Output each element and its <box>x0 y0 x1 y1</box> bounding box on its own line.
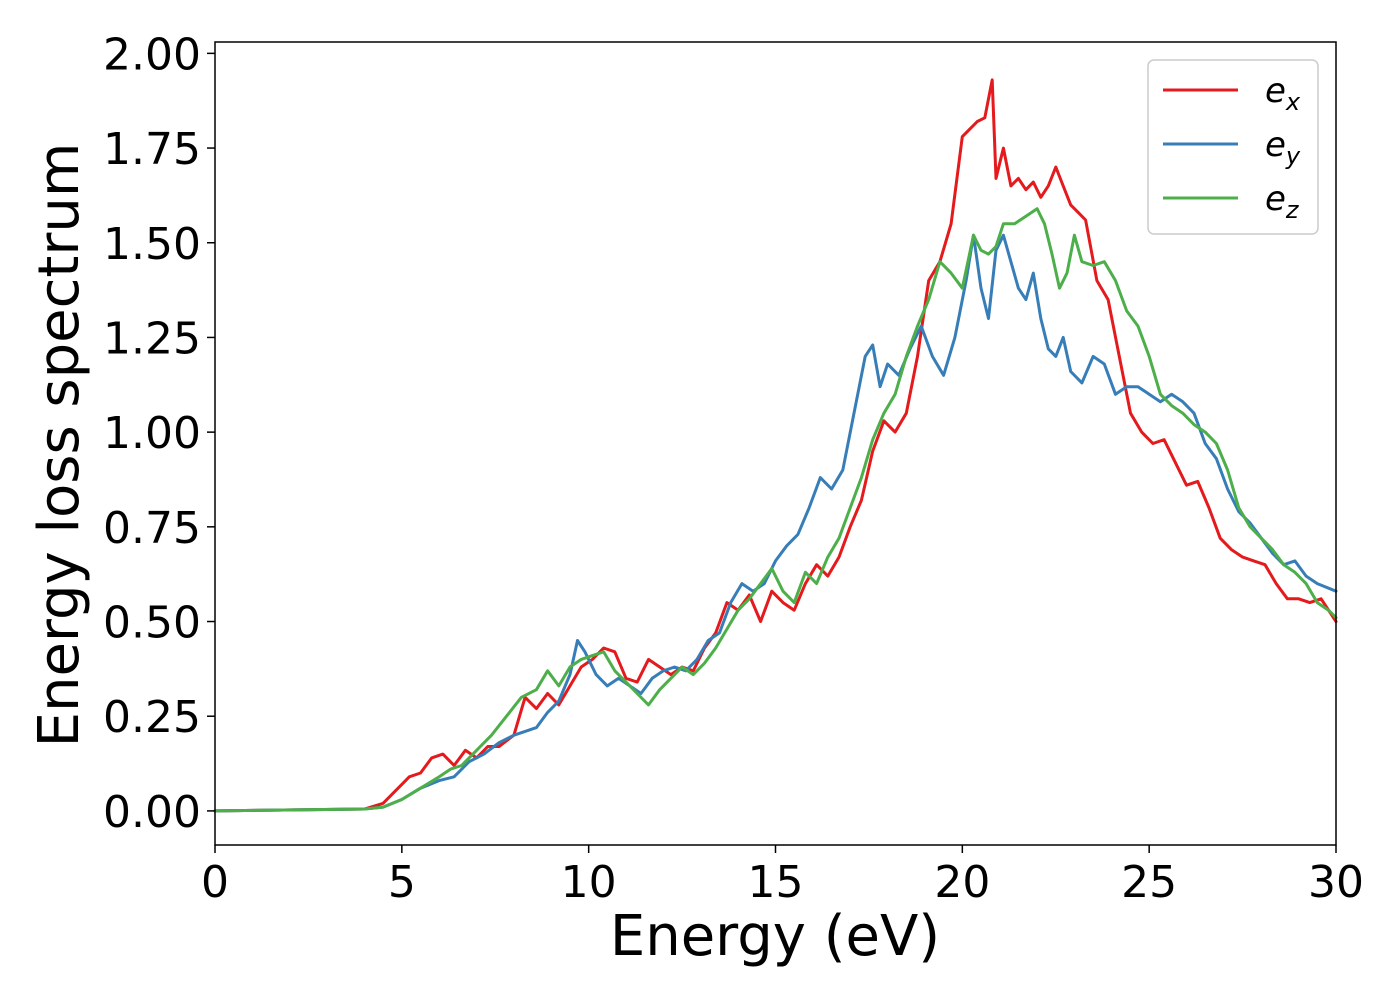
x-tick-label: 30 <box>1308 857 1364 908</box>
legend-label-e-z: ez <box>1265 179 1300 224</box>
y-tick-label: 0.00 <box>103 787 201 838</box>
x-tick-label: 5 <box>388 857 416 908</box>
y-tick-label: 0.50 <box>103 598 201 649</box>
series-line-e-z <box>213 207 1338 813</box>
series-line-e-x <box>213 78 1338 813</box>
x-tick-label: 15 <box>748 857 804 908</box>
x-axis: 0 5 10 15 20 25 30 <box>201 845 1364 908</box>
y-tick-label: 0.75 <box>103 503 201 554</box>
legend: ex ey ez <box>1147 59 1319 235</box>
y-tick-label: 1.25 <box>103 313 201 364</box>
legend-label-e-y: ey <box>1265 125 1301 170</box>
legend-label-e-x: ex <box>1265 71 1301 116</box>
y-tick-label: 1.50 <box>103 219 201 270</box>
y-tick-label: 2.00 <box>103 29 201 80</box>
legend-box <box>1147 59 1319 235</box>
series-line-e-y <box>213 233 1338 813</box>
x-tick-label: 20 <box>934 857 990 908</box>
series-layer <box>213 78 1338 813</box>
y-axis-title: Energy loss spectrum <box>27 143 92 748</box>
x-tick-label: 25 <box>1121 857 1177 908</box>
x-tick-label: 0 <box>201 857 229 908</box>
y-tick-label: 0.25 <box>103 692 201 743</box>
y-tick-label: 1.00 <box>103 408 201 459</box>
x-axis-title: Energy (eV) <box>610 904 940 969</box>
y-axis: 0.00 0.25 0.50 0.75 1.00 1.25 1.50 1.75 2.00 <box>103 29 215 838</box>
x-tick-label: 10 <box>561 857 617 908</box>
y-tick-label: 1.75 <box>103 124 201 175</box>
